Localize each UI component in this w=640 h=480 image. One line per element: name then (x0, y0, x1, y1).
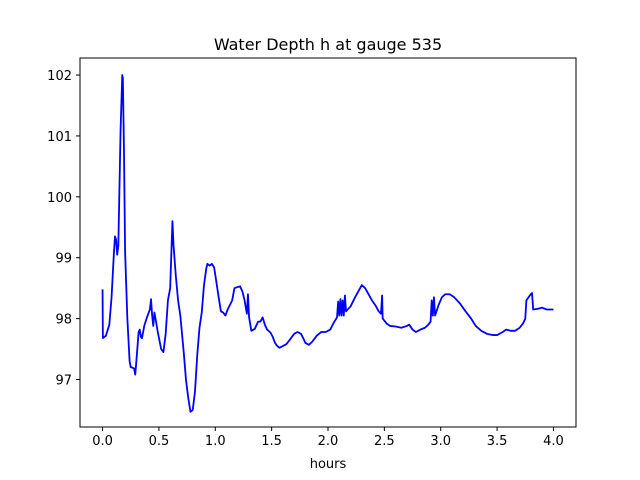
y-axis-ticks: 97 98 99 100 101 102 (47, 69, 80, 389)
x-tick-label: 1.0 (205, 434, 226, 449)
x-tick-label: 2.0 (318, 434, 339, 449)
plot-frame (79, 57, 577, 428)
x-tick-label: 0.0 (92, 434, 113, 449)
x-tick-label: 4.0 (543, 434, 564, 449)
y-tick-label: 100 (47, 191, 72, 206)
y-tick-label: 102 (47, 69, 72, 84)
x-tick-label: 1.5 (261, 434, 282, 449)
x-axis-label: hours (310, 457, 347, 472)
x-tick-label: 0.5 (149, 434, 170, 449)
chart-title: Water Depth h at gauge 535 (214, 35, 442, 54)
y-tick-label: 99 (55, 252, 72, 267)
x-axis-ticks: 0.0 0.5 1.0 1.5 2.0 2.5 3.0 3.5 4.0 (92, 427, 564, 449)
y-tick-label: 101 (47, 130, 72, 145)
x-tick-label: 3.0 (430, 434, 451, 449)
y-tick-label: 98 (55, 313, 72, 328)
y-tick-label: 97 (55, 374, 72, 389)
x-tick-label: 2.5 (374, 434, 395, 449)
series-layer (101, 74, 554, 413)
x-tick-label: 3.5 (487, 434, 508, 449)
series-line-0 (101, 74, 554, 413)
